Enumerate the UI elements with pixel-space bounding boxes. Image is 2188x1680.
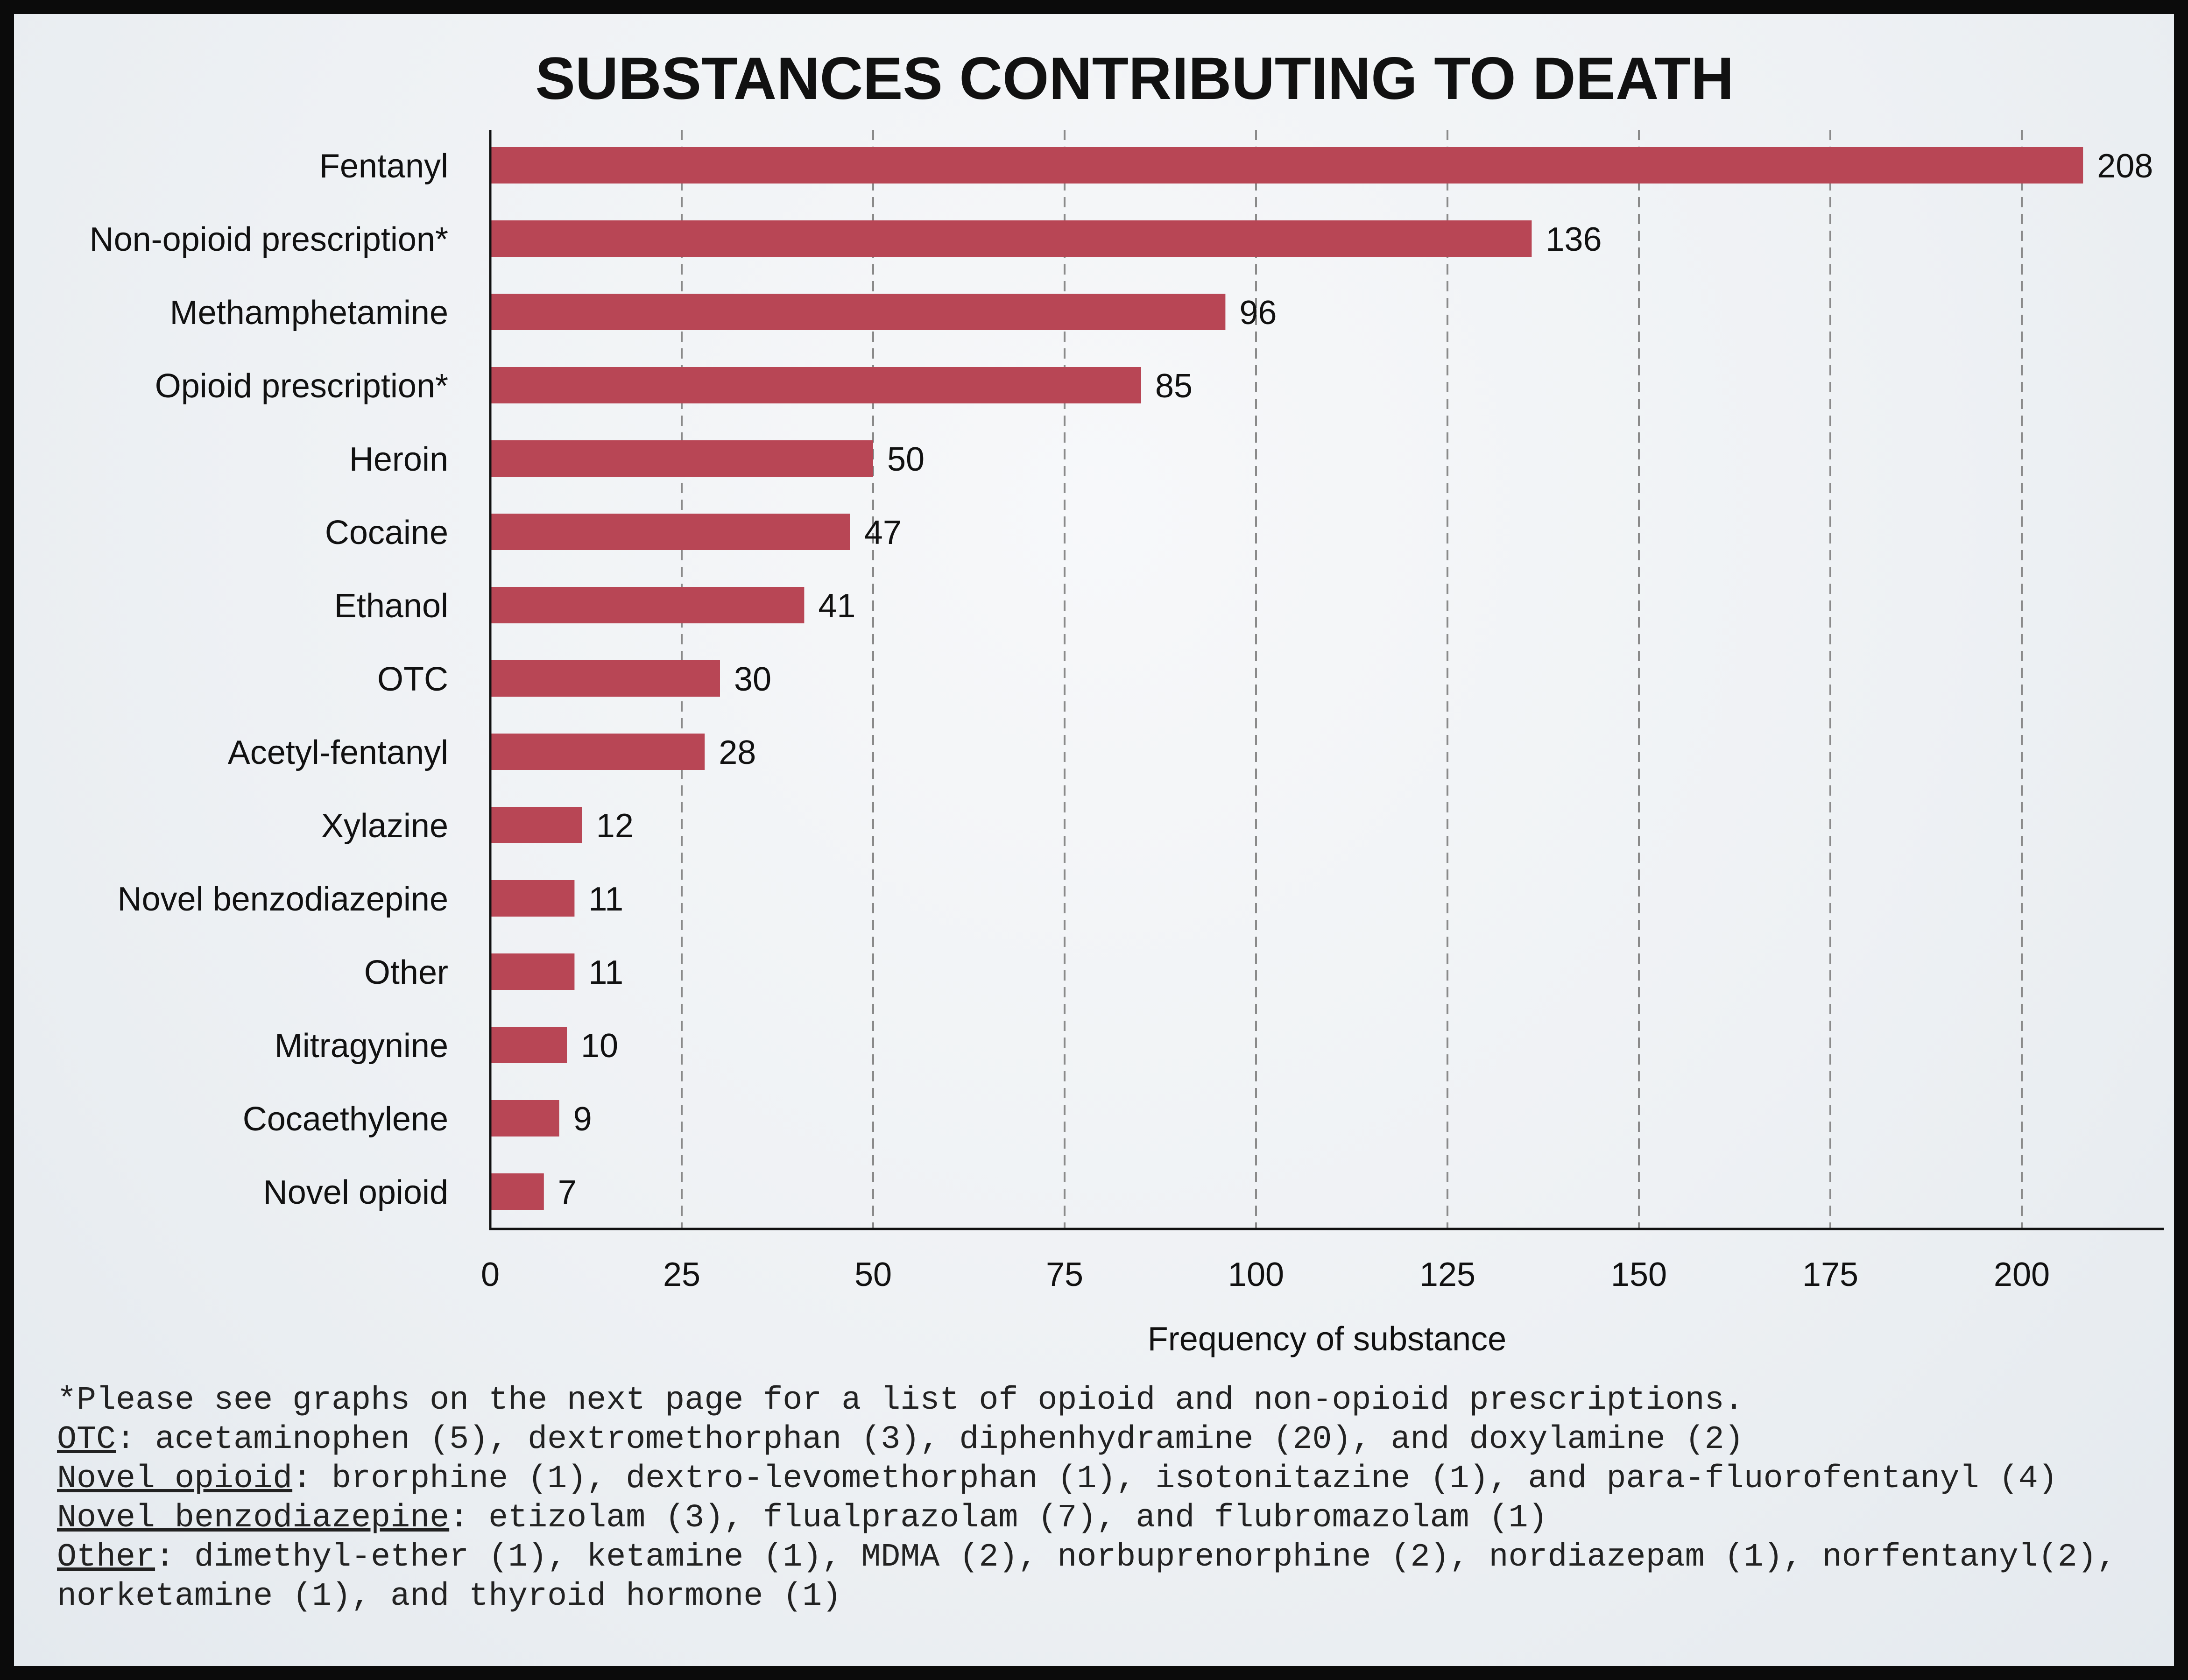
footnotes: *Please see graphs on the next page for … [57,1381,2167,1616]
other-term: Other [57,1539,155,1576]
category-label-novel-benzodiazepine: Novel benzodiazepine [117,881,448,918]
x-tick-labels: 0 25 50 75 100 125 150 175 200 [481,1256,2050,1293]
x-tick-175: 175 [1802,1256,1858,1293]
value-label-heroin: 50 [887,441,925,478]
category-label-methamphetamine: Methamphetamine [170,294,448,332]
bar-xylazine [490,807,582,843]
bar-opioid-prescription [490,367,1141,403]
novel-opioid-text: : brorphine (1), dextro-levomethorphan (… [292,1461,2058,1497]
chart-title: SUBSTANCES CONTRIBUTING TO DEATH [535,45,1734,112]
bar-ethanol [490,587,805,623]
category-label-otc: OTC [377,661,448,698]
value-label-xylazine: 12 [596,807,634,845]
category-label-heroin: Heroin [349,441,448,478]
bar-acetyl-fentanyl [490,734,705,770]
value-label-ethanol: 41 [818,587,855,625]
value-label-novel-opioid: 7 [558,1174,577,1211]
category-label-mitragynine: Mitragynine [275,1027,448,1065]
x-tick-200: 200 [1994,1256,2050,1293]
otc-term: OTC [57,1421,116,1458]
value-label-fentanyl: 208 [2097,148,2153,185]
bars [490,147,2083,1210]
bar-methamphetamine [490,294,1226,330]
other-text: : dimethyl-ether (1), ketamine (1), MDMA… [57,1539,2136,1615]
bar-heroin [490,440,873,477]
category-label-cocaine: Cocaine [325,514,448,551]
footnote-prescriptions: *Please see graphs on the next page for … [57,1382,1744,1419]
novel-opioid-term: Novel opioid [57,1461,293,1497]
category-label-opioid-prescription: Opioid prescription* [155,367,448,405]
bar-novel-opioid [490,1173,544,1210]
x-tick-150: 150 [1611,1256,1667,1293]
bar-cocaethylene [490,1100,559,1136]
value-label-opioid-prescription: 85 [1155,367,1193,405]
bar-cocaine [490,514,850,550]
bar-chart: SUBSTANCES CONTRIBUTING TO DEATH Fentany… [90,45,2164,1358]
value-label-otc: 30 [734,661,771,698]
category-label-xylazine: Xylazine [321,807,448,845]
x-tick-25: 25 [663,1256,700,1293]
category-label-non-opioid-prescription: Non-opioid prescription* [90,221,448,258]
otc-text: : acetaminophen (5), dextromethorphan (3… [116,1421,1744,1458]
novel-benzodiazepine-text: : etizolam (3), flualprazolam (7), and f… [449,1500,1548,1537]
bar-non-opioid-prescription [490,220,1532,257]
gridlines [681,130,2023,1228]
bar-novel-benzodiazepine [490,880,575,917]
value-label-methamphetamine: 96 [1239,294,1277,332]
category-label-acetyl-fentanyl: Acetyl-fentanyl [228,734,448,771]
x-tick-0: 0 [481,1256,500,1293]
category-label-novel-opioid: Novel opioid [263,1174,448,1211]
x-tick-75: 75 [1046,1256,1083,1293]
bar-fentanyl [490,147,2083,184]
x-tick-50: 50 [854,1256,892,1293]
value-label-cocaine: 47 [864,514,902,551]
value-label-mitragynine: 10 [581,1027,618,1065]
novel-benzodiazepine-term: Novel benzodiazepine [57,1500,450,1537]
value-label-non-opioid-prescription: 136 [1546,221,1602,258]
bar-other [490,953,575,990]
value-label-cocaethylene: 9 [573,1101,592,1138]
category-labels: Fentanyl Non-opioid prescription* Methamph… [90,148,448,1211]
category-label-ethanol: Ethanol [334,587,448,625]
category-label-cocaethylene: Cocaethylene [243,1101,448,1138]
category-label-other: Other [364,954,448,991]
category-label-fentanyl: Fentanyl [319,148,448,185]
x-tick-125: 125 [1419,1256,1475,1293]
bar-mitragynine [490,1027,567,1063]
value-label-acetyl-fentanyl: 28 [719,734,756,771]
x-tick-100: 100 [1228,1256,1284,1293]
x-axis-label: Frequency of substance [1148,1320,1506,1358]
value-label-novel-benzodiazepine: 11 [588,881,623,918]
value-label-other: 11 [588,954,623,991]
bar-otc [490,660,720,697]
